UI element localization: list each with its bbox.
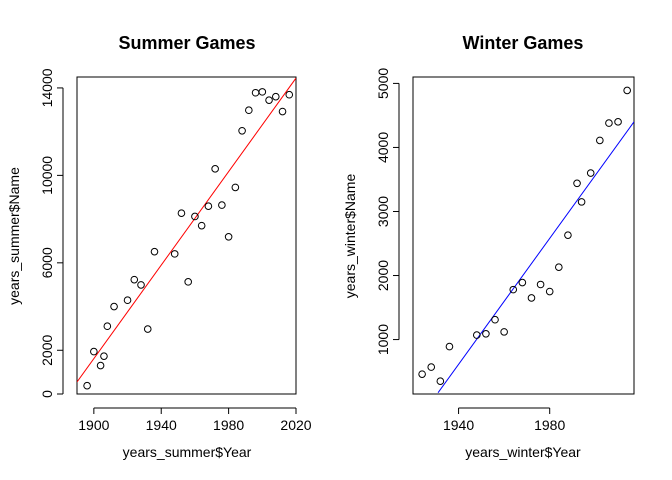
winter-data-point: [536, 280, 545, 289]
winter-y-tick-label: 1000: [375, 324, 391, 355]
summer-x-tick-label: 1900: [78, 417, 109, 433]
summer-plot-box: [76, 76, 297, 395]
winter-data-point: [586, 169, 595, 177]
winter-data-point: [577, 198, 586, 206]
winter-y-tick-label: 5000: [375, 68, 391, 99]
winter-data-point: [436, 377, 445, 385]
summer-panel: Summer Games years_summer$Year years_sum…: [6, 33, 312, 460]
winter-y-axis-label: years_winter$Name: [342, 174, 358, 299]
winter-panel: Winter Games years_winter$Year years_win…: [342, 33, 635, 460]
summer-y-tick-label: 6000: [39, 247, 55, 278]
winter-data-point: [623, 86, 631, 95]
summer-data-point: [100, 352, 108, 360]
winter-plot-box: [412, 76, 635, 395]
summer-data-point: [191, 212, 199, 221]
summer-y-tick-label: 2000: [39, 334, 55, 365]
winter-fit-line: [437, 121, 634, 394]
summer-data-point: [150, 247, 159, 256]
winter-data-point: [555, 263, 563, 272]
winter-data-point: [545, 287, 554, 296]
winter-data-point: [564, 231, 572, 239]
summer-data-point: [184, 278, 192, 286]
winter-x-tick-label: 1940: [443, 417, 474, 433]
summer-data-point: [211, 165, 219, 173]
summer-data-point: [265, 96, 273, 104]
summer-x-tick-label: 1980: [213, 417, 244, 433]
winter-data-point: [509, 285, 518, 294]
summer-x-tick-label: 2020: [280, 417, 311, 433]
winter-data-point: [427, 363, 436, 371]
summer-data-point: [123, 296, 132, 305]
summer-y-tick-label: 10000: [39, 156, 55, 195]
summer-data-point: [251, 88, 260, 97]
winter-data-point: [596, 136, 604, 145]
summer-data-point: [83, 381, 91, 390]
summer-data-point: [103, 322, 112, 331]
summer-y-axis-label: years_summer$Name: [6, 167, 22, 305]
summer-x-tick-label: 1940: [146, 417, 177, 433]
winter-x-tick-label: 1980: [534, 417, 565, 433]
summer-data-point: [197, 221, 206, 230]
winter-y-tick-label: 3000: [375, 196, 391, 227]
summer-data-point: [110, 302, 118, 311]
winter-data-point: [491, 315, 499, 324]
winter-data-point: [614, 118, 622, 126]
winter-data-point: [605, 119, 613, 127]
summer-data-point: [231, 183, 240, 192]
summer-data-point: [96, 361, 105, 370]
winter-title: Winter Games: [463, 33, 584, 53]
winter-data-point: [445, 342, 454, 351]
summer-x-axis-label: years_summer$Year: [123, 444, 252, 460]
winter-data-point: [418, 370, 426, 378]
summer-marks: 1900 1940 1980 2020 0 2000 6000 10000 14000: [39, 68, 312, 433]
winter-data-point: [527, 294, 536, 302]
summer-data-point: [271, 92, 280, 101]
summer-data-point: [224, 233, 233, 241]
winter-marks: 1940 1980 1000 2000 3000 4000 5000: [375, 68, 634, 433]
summer-data-point: [238, 126, 246, 135]
summer-data-point: [137, 281, 145, 289]
summer-data-point: [130, 275, 139, 284]
summer-data-point: [170, 250, 179, 258]
winter-data-point: [573, 179, 581, 188]
summer-fit-line: [77, 77, 296, 383]
winter-data-point: [472, 331, 481, 339]
summer-title: Summer Games: [118, 33, 255, 53]
winter-y-tick-label: 2000: [375, 260, 391, 291]
summer-y-tick-label: 0: [39, 390, 55, 398]
winter-y-tick-label: 4000: [375, 132, 391, 163]
summer-data-point: [245, 106, 253, 115]
summer-data-point: [143, 325, 152, 333]
summer-data-point: [90, 347, 98, 356]
winter-data-point: [482, 330, 490, 338]
summer-y-tick-label: 14000: [39, 68, 55, 107]
summer-data-point: [285, 90, 294, 99]
summer-data-point: [218, 201, 226, 209]
winter-x-axis-label: years_winter$Year: [465, 444, 581, 460]
winter-data-point: [518, 278, 527, 287]
summer-data-point: [258, 88, 267, 96]
winter-data-point: [500, 328, 508, 336]
summer-data-point: [278, 107, 287, 116]
summer-data-point: [177, 209, 186, 218]
summer-data-point: [204, 202, 213, 211]
